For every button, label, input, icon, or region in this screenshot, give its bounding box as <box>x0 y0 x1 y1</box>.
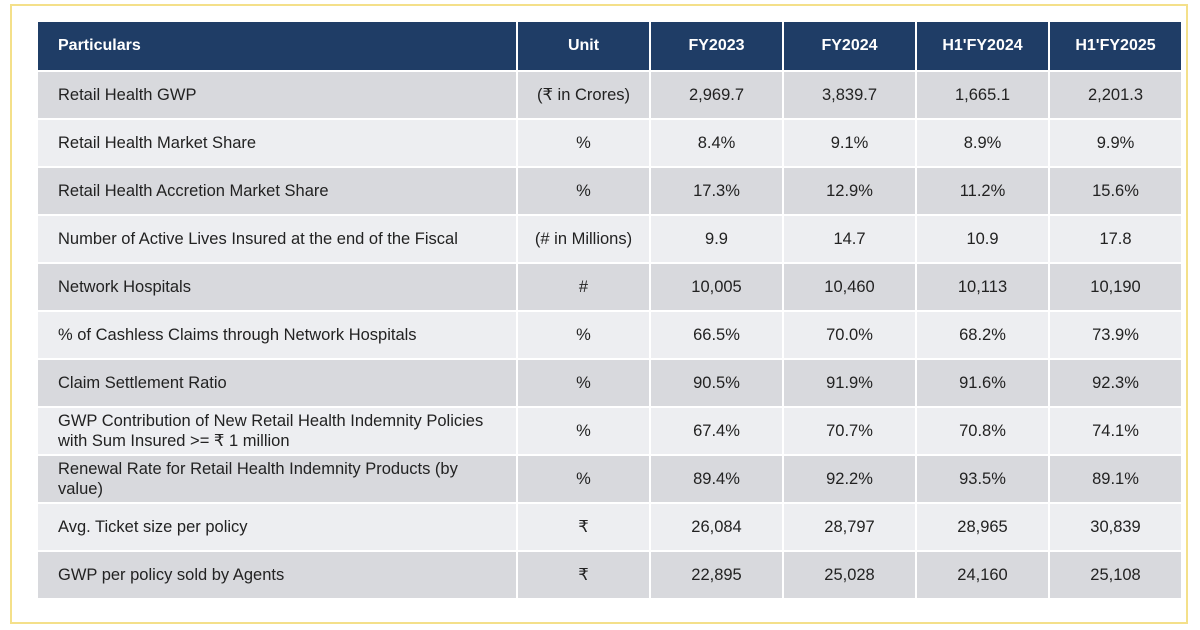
cell-fy2023: 89.4% <box>651 456 782 502</box>
row-label: Retail Health GWP <box>38 72 516 118</box>
row-label: % of Cashless Claims through Network Hos… <box>38 312 516 358</box>
table-row: Number of Active Lives Insured at the en… <box>38 216 1181 262</box>
cell-fy2023: 22,895 <box>651 552 782 598</box>
row-label: GWP Contribution of New Retail Health In… <box>38 408 516 454</box>
row-unit: % <box>518 408 649 454</box>
cell-fy2023: 66.5% <box>651 312 782 358</box>
cell-fy2023: 9.9 <box>651 216 782 262</box>
cell-fy2023: 8.4% <box>651 120 782 166</box>
cell-h1fy2024: 24,160 <box>917 552 1048 598</box>
table-row: GWP per policy sold by Agents ₹ 22,895 2… <box>38 552 1181 598</box>
cell-h1fy2024: 28,965 <box>917 504 1048 550</box>
cell-h1fy2025: 17.8 <box>1050 216 1181 262</box>
cell-h1fy2024: 1,665.1 <box>917 72 1048 118</box>
cell-h1fy2024: 10,113 <box>917 264 1048 310</box>
header-particulars: Particulars <box>38 22 516 70</box>
table-row: Avg. Ticket size per policy ₹ 26,084 28,… <box>38 504 1181 550</box>
table-row: Retail Health Accretion Market Share % 1… <box>38 168 1181 214</box>
cell-fy2024: 14.7 <box>784 216 915 262</box>
row-label: Renewal Rate for Retail Health Indemnity… <box>38 456 516 502</box>
cell-fy2024: 10,460 <box>784 264 915 310</box>
cell-h1fy2024: 68.2% <box>917 312 1048 358</box>
header-h1fy2025: H1'FY2025 <box>1050 22 1181 70</box>
cell-fy2024: 70.7% <box>784 408 915 454</box>
cell-fy2024: 91.9% <box>784 360 915 406</box>
cell-h1fy2024: 11.2% <box>917 168 1048 214</box>
cell-fy2023: 10,005 <box>651 264 782 310</box>
header-h1fy2024: H1'FY2024 <box>917 22 1048 70</box>
row-label: Retail Health Market Share <box>38 120 516 166</box>
cell-fy2023: 26,084 <box>651 504 782 550</box>
row-unit: % <box>518 360 649 406</box>
table-row: Retail Health GWP (₹ in Crores) 2,969.7 … <box>38 72 1181 118</box>
cell-h1fy2025: 25,108 <box>1050 552 1181 598</box>
row-unit: ₹ <box>518 504 649 550</box>
row-unit: % <box>518 120 649 166</box>
row-unit: # <box>518 264 649 310</box>
cell-fy2024: 3,839.7 <box>784 72 915 118</box>
header-unit: Unit <box>518 22 649 70</box>
cell-fy2024: 12.9% <box>784 168 915 214</box>
cell-fy2023: 17.3% <box>651 168 782 214</box>
cell-h1fy2025: 30,839 <box>1050 504 1181 550</box>
cell-h1fy2025: 92.3% <box>1050 360 1181 406</box>
header-fy2024: FY2024 <box>784 22 915 70</box>
cell-h1fy2024: 93.5% <box>917 456 1048 502</box>
cell-fy2023: 90.5% <box>651 360 782 406</box>
row-label: Number of Active Lives Insured at the en… <box>38 216 516 262</box>
cell-h1fy2025: 73.9% <box>1050 312 1181 358</box>
table-header-row: Particulars Unit FY2023 FY2024 H1'FY2024… <box>38 22 1181 70</box>
cell-fy2024: 92.2% <box>784 456 915 502</box>
row-unit: % <box>518 168 649 214</box>
table-row: Retail Health Market Share % 8.4% 9.1% 8… <box>38 120 1181 166</box>
row-label: GWP per policy sold by Agents <box>38 552 516 598</box>
cell-h1fy2024: 10.9 <box>917 216 1048 262</box>
row-unit: % <box>518 312 649 358</box>
kpi-table: Particulars Unit FY2023 FY2024 H1'FY2024… <box>36 20 1183 600</box>
cell-fy2024: 9.1% <box>784 120 915 166</box>
row-unit: % <box>518 456 649 502</box>
cell-h1fy2025: 74.1% <box>1050 408 1181 454</box>
row-label: Retail Health Accretion Market Share <box>38 168 516 214</box>
cell-h1fy2025: 10,190 <box>1050 264 1181 310</box>
cell-fy2024: 25,028 <box>784 552 915 598</box>
cell-h1fy2025: 2,201.3 <box>1050 72 1181 118</box>
table-row: GWP Contribution of New Retail Health In… <box>38 408 1181 454</box>
row-label: Claim Settlement Ratio <box>38 360 516 406</box>
row-label: Network Hospitals <box>38 264 516 310</box>
cell-fy2024: 70.0% <box>784 312 915 358</box>
slide-frame: Particulars Unit FY2023 FY2024 H1'FY2024… <box>10 4 1188 624</box>
table-row: Renewal Rate for Retail Health Indemnity… <box>38 456 1181 502</box>
table-row: Claim Settlement Ratio % 90.5% 91.9% 91.… <box>38 360 1181 406</box>
row-unit: (# in Millions) <box>518 216 649 262</box>
row-label: Avg. Ticket size per policy <box>38 504 516 550</box>
cell-h1fy2024: 70.8% <box>917 408 1048 454</box>
cell-fy2023: 2,969.7 <box>651 72 782 118</box>
cell-h1fy2025: 89.1% <box>1050 456 1181 502</box>
cell-h1fy2024: 8.9% <box>917 120 1048 166</box>
table-row: Network Hospitals # 10,005 10,460 10,113… <box>38 264 1181 310</box>
cell-h1fy2024: 91.6% <box>917 360 1048 406</box>
cell-fy2023: 67.4% <box>651 408 782 454</box>
header-fy2023: FY2023 <box>651 22 782 70</box>
cell-h1fy2025: 9.9% <box>1050 120 1181 166</box>
row-unit: (₹ in Crores) <box>518 72 649 118</box>
row-unit: ₹ <box>518 552 649 598</box>
table-row: % of Cashless Claims through Network Hos… <box>38 312 1181 358</box>
cell-h1fy2025: 15.6% <box>1050 168 1181 214</box>
cell-fy2024: 28,797 <box>784 504 915 550</box>
